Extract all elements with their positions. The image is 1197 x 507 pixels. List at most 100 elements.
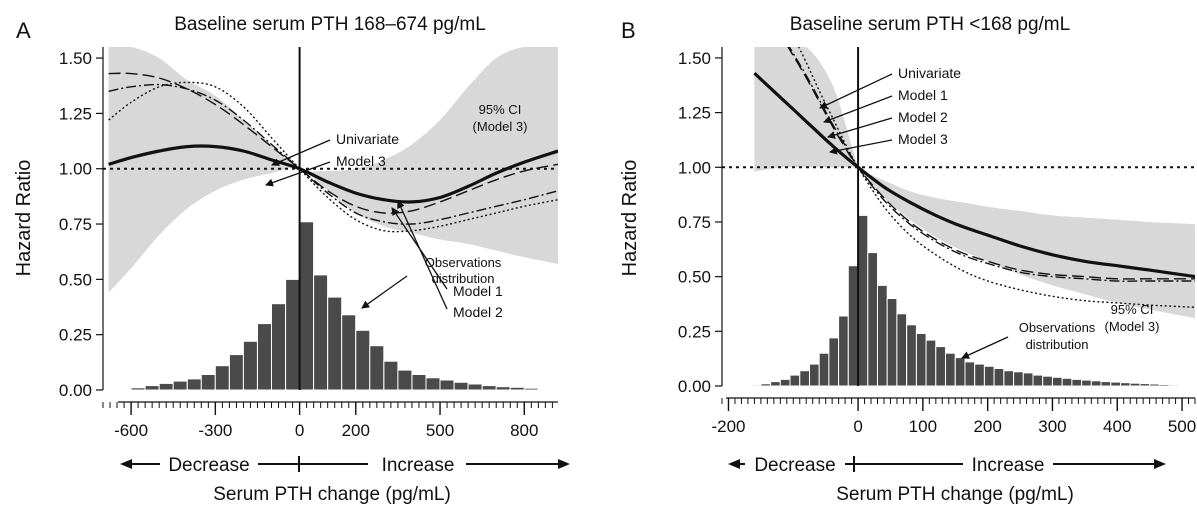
histogram-bar-b	[760, 383, 772, 386]
histogram-bar-a	[158, 382, 174, 390]
y-tick-label-b: 1.00	[678, 158, 711, 177]
histogram-bar-a	[313, 274, 329, 390]
y-tick-label-b: 0.50	[678, 268, 711, 287]
histogram-bar-b	[799, 370, 810, 386]
histogram-bar-a	[439, 379, 455, 390]
annotation-model1-a: Model 1	[453, 283, 503, 299]
histogram-bar-a	[271, 303, 286, 390]
arrow-univariate-a	[271, 139, 331, 166]
y-tick-label-b: 0.00	[678, 377, 711, 396]
histogram-bar-a	[425, 377, 441, 390]
histogram-bar-b	[993, 368, 1005, 386]
histogram-bar-a	[509, 386, 525, 390]
x-ticks-b: -200 0 100 200 300 400 500	[711, 398, 1196, 436]
series-model3-line-a	[108, 144, 558, 204]
series-univariate-line-a	[108, 81, 558, 233]
histogram-bar-b	[1013, 371, 1024, 386]
x-tick-label-b: 300	[1038, 417, 1066, 436]
annotation-obs-a-2: distribution	[432, 271, 495, 286]
annotation-model3-b: Model 3	[898, 131, 948, 147]
histogram-bar-b	[886, 298, 898, 386]
series-univariate-line-b	[797, 47, 1195, 308]
histogram-bar-b	[1100, 381, 1112, 386]
histogram-bar-b	[838, 315, 849, 386]
y-axis-label-a: Hazard Ratio	[13, 160, 35, 277]
histogram-bar-b	[770, 381, 781, 386]
histogram-bar-a	[228, 354, 244, 390]
histogram-bar-a	[453, 381, 469, 390]
decrease-label-a: Decrease	[168, 455, 249, 476]
histogram-bar-b	[983, 365, 995, 386]
histogram-bar-a	[257, 323, 272, 390]
x-tick-label-a: -600	[114, 421, 148, 440]
histogram-bar-b	[1149, 383, 1160, 386]
y-tick-label-a: 0.25	[59, 326, 92, 345]
histogram-bar-b	[877, 284, 888, 386]
y-ticks-b: 0.00 0.25 0.50 0.75 1.00 1.25 1.50	[678, 49, 722, 396]
histogram-bar-b	[828, 337, 840, 386]
histogram-bar-a	[116, 388, 132, 390]
histogram-bar-b	[964, 361, 976, 386]
histogram-bar-a	[214, 365, 230, 390]
histogram-a	[116, 221, 553, 390]
x-tick-label-b: 500	[1168, 417, 1196, 436]
histogram-bar-a	[172, 380, 188, 390]
series-model1-line-b	[788, 47, 1195, 282]
histogram-bar-b	[1158, 384, 1170, 386]
histogram-bar-b	[1022, 372, 1034, 386]
arrow-obs-b	[961, 336, 1009, 359]
histogram-bar-a	[355, 329, 371, 390]
histogram-bar-b	[1071, 378, 1083, 386]
x-tick-label-a: 200	[342, 421, 370, 440]
x-tick-label-a: 500	[426, 421, 454, 440]
arrow-model2-b	[827, 117, 893, 139]
histogram-bar-a	[523, 387, 539, 390]
panel-a: A Baseline serum PTH 168–674 pg/mL 0.000…	[13, 14, 570, 505]
x-tick-label-b: 100	[909, 417, 937, 436]
series-model2-line-b	[787, 47, 1195, 280]
y-tick-label-a: 1.25	[59, 104, 92, 123]
histogram-bar-b	[915, 333, 927, 386]
histogram-bar-b	[945, 352, 956, 386]
decrease-arrowhead-a	[120, 459, 132, 469]
histogram-bar-a	[299, 221, 315, 390]
decrease-label-b: Decrease	[754, 455, 835, 476]
y-ticks-a: 0.00 0.25 0.50 0.75 1.00 1.25 1.50	[59, 49, 103, 400]
y-tick-label-a: 0.00	[59, 381, 92, 400]
histogram-bar-a	[200, 374, 216, 390]
histogram-bar-a	[242, 340, 258, 390]
histogram-bar-a	[130, 387, 146, 390]
histogram-bar-b	[867, 252, 878, 386]
annotation-obs-b-2: distribution	[1026, 337, 1089, 352]
histogram-bar-b	[974, 363, 985, 386]
histogram-bar-b	[1061, 377, 1073, 386]
increase-label-a: Increase	[382, 455, 455, 476]
ci-band-b	[754, 47, 1195, 319]
arrow-model1-b	[823, 95, 893, 124]
histogram-bar-b	[906, 324, 917, 386]
histogram-bar-b	[1139, 383, 1151, 386]
increase-arrowhead-b	[1154, 459, 1166, 469]
x-tick-label-a: -300	[198, 421, 232, 440]
x-tick-label-b: 200	[973, 417, 1001, 436]
y-tick-label-b: 1.50	[678, 49, 711, 68]
increase-label-b: Increase	[972, 455, 1045, 476]
y-tick-label-b: 0.75	[678, 213, 711, 232]
annotation-ci-a-2: (Model 3)	[473, 119, 528, 134]
histogram-bar-b	[779, 378, 791, 386]
histogram-bar-b	[954, 357, 966, 386]
histogram-bar-b	[935, 346, 946, 386]
panel-label-b: B	[621, 18, 636, 43]
histogram-bar-b	[857, 214, 869, 386]
series-model3-line-b	[753, 72, 1195, 279]
histogram-bar-b	[750, 384, 762, 386]
histogram-bar-b	[847, 265, 859, 386]
histogram-bar-b	[1003, 370, 1015, 386]
series-model1-line-a	[108, 83, 558, 225]
y-tick-label-a: 1.50	[59, 49, 92, 68]
arrow-univariate-b	[819, 73, 893, 109]
histogram-bar-a	[383, 360, 399, 390]
histogram-bar-a	[341, 314, 357, 390]
arrow-obs-a	[361, 275, 408, 309]
